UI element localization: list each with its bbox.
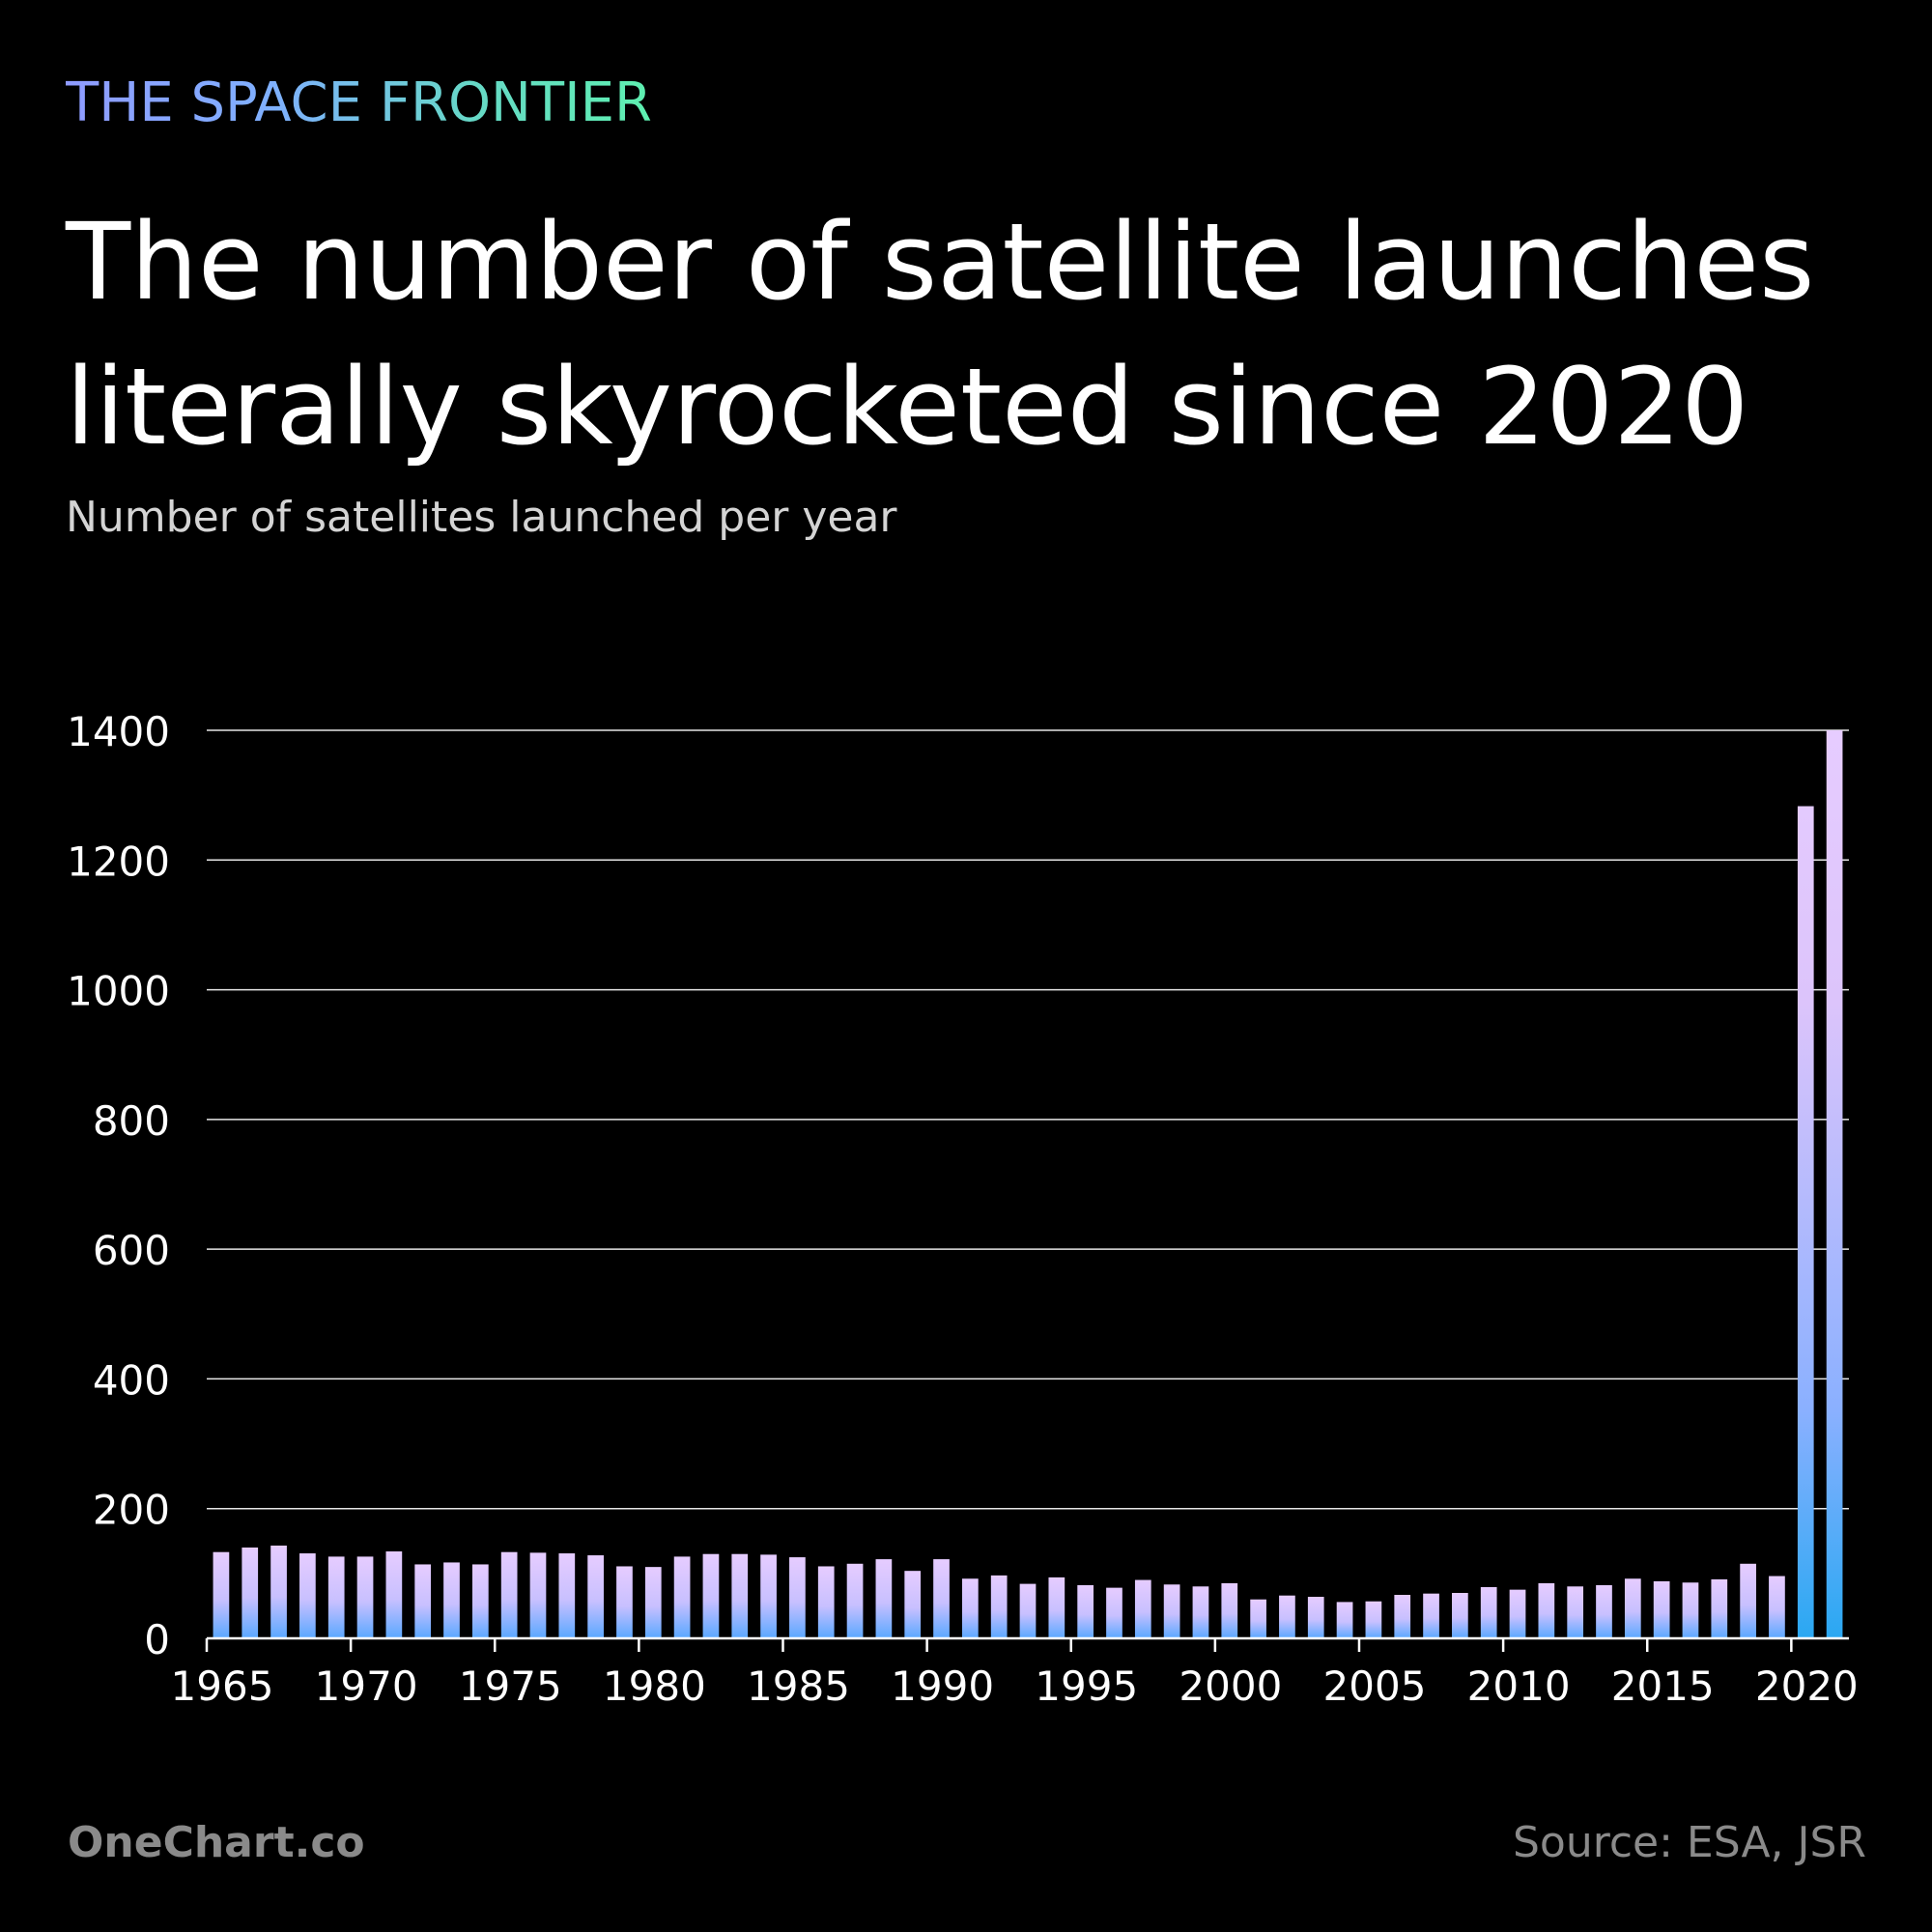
y-tick-label: 1000 <box>67 968 170 1015</box>
bar-2015 <box>1653 1580 1670 1638</box>
bar-1982 <box>702 1553 720 1638</box>
x-tick-label: 2005 <box>1323 1662 1427 1710</box>
x-tick-label: 2015 <box>1611 1662 1715 1710</box>
bar-2011 <box>1538 1582 1555 1638</box>
bar-1987 <box>846 1563 864 1638</box>
bar-2016 <box>1682 1582 1699 1638</box>
x-tick-label: 1965 <box>171 1662 274 1710</box>
x-tick-label: 1980 <box>603 1662 706 1710</box>
y-tick-label: 400 <box>93 1356 170 1404</box>
x-tick-label: 1975 <box>459 1662 562 1710</box>
bar-1998 <box>1163 1584 1180 1638</box>
y-tick-label: 200 <box>93 1487 170 1534</box>
bar-1967 <box>270 1545 287 1638</box>
x-tick-label: 2010 <box>1467 1662 1571 1710</box>
bar-2012 <box>1567 1586 1584 1638</box>
bar-2021 <box>1826 730 1843 1638</box>
bar-1999 <box>1192 1586 1209 1638</box>
x-tick-label: 1985 <box>747 1662 850 1710</box>
bar-2004 <box>1336 1602 1353 1638</box>
bar-2005 <box>1365 1601 1382 1638</box>
bar-2020 <box>1797 806 1814 1638</box>
y-tick-label: 800 <box>93 1097 170 1145</box>
x-tick-label: 1970 <box>315 1662 418 1710</box>
y-tick-label: 600 <box>93 1227 170 1274</box>
bar-2009 <box>1480 1586 1497 1638</box>
bar-1990 <box>933 1559 950 1638</box>
bar-1970 <box>356 1556 374 1638</box>
bar-1983 <box>731 1553 749 1638</box>
bar-1971 <box>385 1551 403 1638</box>
x-tick-label: 2020 <box>1755 1662 1859 1710</box>
bar-2002 <box>1279 1595 1295 1638</box>
bar-2019 <box>1769 1576 1785 1638</box>
brand-footer: OneChart.co <box>68 1818 365 1867</box>
chart-title: The number of satellite launches literal… <box>66 200 1815 469</box>
bar-1972 <box>414 1564 432 1638</box>
bar-1997 <box>1134 1579 1151 1638</box>
bar-1969 <box>327 1556 345 1638</box>
bar-1991 <box>962 1578 979 1638</box>
bar-2007 <box>1423 1593 1439 1638</box>
bar-1989 <box>904 1571 922 1638</box>
bar-1966 <box>242 1548 259 1638</box>
y-tick-label: 1200 <box>67 838 170 885</box>
bar-1965 <box>213 1551 230 1638</box>
bar-1978 <box>587 1555 604 1638</box>
bar-1968 <box>299 1553 316 1638</box>
bar-2018 <box>1740 1563 1756 1638</box>
grid-lines <box>207 729 1849 1510</box>
y-tick-label: 0 <box>144 1616 170 1663</box>
bar-1992 <box>990 1575 1008 1638</box>
x-tick-labels: 1965 1970 1975 1980 1985 1990 1995 2000 2005 2010… <box>171 1662 1859 1710</box>
x-tick-label: 2000 <box>1179 1662 1282 1710</box>
bar-2010 <box>1509 1589 1526 1638</box>
bar-1976 <box>529 1552 547 1638</box>
bar-2017 <box>1711 1578 1728 1638</box>
source-footer: Source: ESA, JSR <box>1512 1818 1866 1867</box>
bar-1974 <box>471 1564 489 1638</box>
bar-2006 <box>1394 1595 1411 1638</box>
bar-1977 <box>558 1553 576 1638</box>
bar-1979 <box>616 1566 633 1638</box>
bar-1984 <box>760 1554 777 1638</box>
bar-1980 <box>644 1567 662 1638</box>
x-tick-label: 1995 <box>1035 1662 1138 1710</box>
bar-1973 <box>443 1562 460 1638</box>
bar-1988 <box>875 1559 893 1638</box>
bar-2003 <box>1307 1597 1324 1638</box>
chart-subtitle: Number of satellites launched per year <box>66 493 897 542</box>
bar-1994 <box>1048 1577 1065 1638</box>
bar-1985 <box>789 1557 806 1638</box>
bar-1996 <box>1106 1587 1122 1638</box>
bar-1981 <box>673 1556 691 1638</box>
bar-2000 <box>1221 1582 1238 1638</box>
bar-2001 <box>1250 1599 1266 1638</box>
bar-2013 <box>1596 1584 1612 1638</box>
bar-1995 <box>1077 1584 1094 1638</box>
bar-2008 <box>1452 1593 1468 1638</box>
y-tick-label: 1400 <box>67 708 170 755</box>
bar-1986 <box>817 1566 835 1638</box>
bars <box>213 730 1843 1638</box>
x-axis <box>205 1636 1849 1652</box>
bar-2014 <box>1624 1578 1641 1638</box>
y-tick-labels: 0 200 400 600 800 1000 1200 1400 <box>67 708 170 1663</box>
bar-1993 <box>1019 1583 1037 1638</box>
bar-1975 <box>500 1551 518 1638</box>
kicker: THE SPACE FRONTIER <box>66 71 652 134</box>
x-tick-label: 1990 <box>891 1662 994 1710</box>
